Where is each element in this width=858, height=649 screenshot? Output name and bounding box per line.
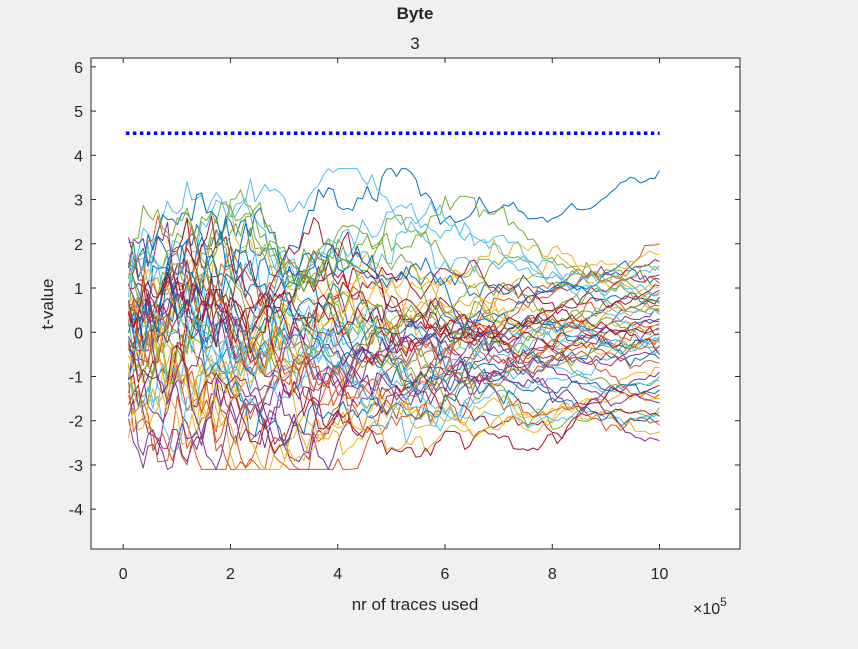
y-tick-label: -2 [69, 414, 83, 431]
chart-title: Byte [397, 4, 434, 23]
series-line [128, 345, 660, 458]
x-tick-label: 2 [226, 566, 235, 583]
x-axis-label: nr of traces used [352, 595, 479, 614]
series-line [128, 204, 660, 383]
series-line [128, 252, 660, 363]
series-line [128, 234, 660, 380]
series-line [128, 281, 660, 380]
series-line [128, 230, 660, 428]
series-line [128, 284, 660, 470]
y-tick-label: 0 [74, 325, 83, 342]
series-line [128, 259, 660, 433]
y-tick-label: -3 [69, 458, 83, 475]
y-tick-label: 5 [74, 104, 83, 121]
y-tick-label: 6 [74, 60, 83, 77]
series-line [128, 195, 660, 353]
x-tick-label: 0 [119, 566, 128, 583]
series-layer [128, 168, 660, 470]
tick-layer: 0 2 4 6 8 10 -4 -3 -2 -1 0 1 2 3 4 5 6 [69, 58, 740, 583]
series-line [128, 243, 660, 470]
y-tick-label: 1 [74, 281, 83, 298]
series-line [128, 203, 660, 334]
series-line [128, 215, 660, 407]
x-tick-label: 10 [651, 566, 669, 583]
x-tick-label: 6 [441, 566, 450, 583]
y-axis-label: t-value [38, 278, 57, 329]
y-tick-label: 2 [74, 237, 83, 254]
x-tick-label: 8 [548, 566, 557, 583]
y-tick-label: 3 [74, 193, 83, 210]
y-tick-label: -4 [69, 502, 83, 519]
series-line [128, 217, 660, 365]
y-tick-label: 4 [74, 148, 83, 165]
series-line [128, 309, 660, 421]
series-line [128, 270, 660, 430]
series-line [128, 272, 660, 354]
series-line [128, 168, 660, 297]
series-line [128, 198, 660, 315]
series-line [128, 298, 660, 443]
series-line [128, 344, 660, 454]
series-line [128, 168, 660, 292]
series-line [128, 295, 660, 470]
series-line [128, 244, 660, 393]
x-tick-label: 4 [333, 566, 342, 583]
chart-subtitle: 3 [410, 34, 419, 53]
x-exponent: ×105 [693, 595, 727, 618]
series-line [128, 207, 660, 367]
x-exponent-power: 5 [720, 595, 727, 609]
y-tick-label: -1 [69, 369, 83, 386]
series-line [128, 301, 660, 470]
series-line [128, 285, 660, 424]
x-exponent-base: ×10 [693, 601, 720, 618]
